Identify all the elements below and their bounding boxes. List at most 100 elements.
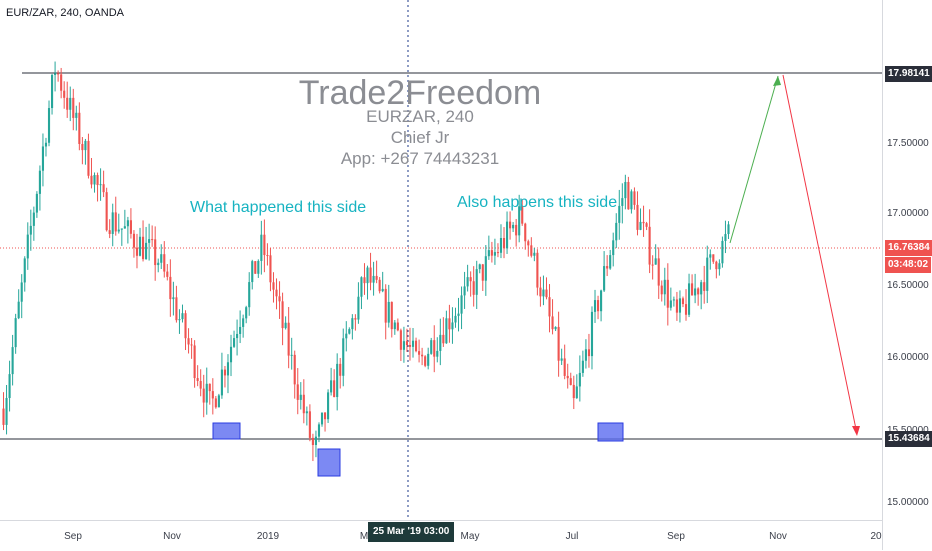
chart-pane[interactable]: EUR/ZAR, 240, OANDA Trade2Freedom EURZAR… [0,0,882,520]
candle-body [32,212,35,226]
candle-body [102,184,105,193]
candle-body [384,288,387,323]
price-axis[interactable]: 17.50000 17.00000 16.50000 16.00000 15.5… [882,0,932,550]
candle-body [229,346,233,363]
candle-body [496,252,500,254]
candle-body [593,300,597,312]
candle-body [493,252,496,256]
candle-body [236,333,239,339]
candle-body [533,252,536,256]
candle-body [111,212,114,234]
candle-body [505,221,509,249]
candle-body [575,386,578,399]
candle-body [166,271,169,277]
candle-body [687,283,691,315]
candle-body [2,408,5,425]
highlight-box-1[interactable] [212,422,241,440]
candle-body [190,344,193,346]
candle-body [57,73,60,75]
highlight-box-3[interactable] [597,422,624,442]
candle-body [172,297,175,300]
candle-body [284,322,287,329]
candle-body [624,181,627,199]
candle-body [684,304,688,315]
candle-body [636,204,639,230]
candle-body [248,282,251,308]
candle-body [302,394,305,414]
candle-body [54,73,57,75]
candle-body [41,146,45,171]
candle-body [293,354,296,385]
crosshair-time-label: 25 Mar '19 03:00 [368,522,455,542]
candle-body [554,326,557,330]
price-tick: 15.50000 [887,425,929,436]
candle-body [669,300,672,308]
candle-body [375,275,378,280]
candle-body [29,225,32,235]
projection-up-arrow[interactable] [729,75,779,244]
candle-body [314,436,318,446]
candle-body [654,258,657,265]
candle-body [678,298,682,313]
candle-body [487,250,490,257]
candle-body [521,206,524,224]
time-tick: Nov [769,531,787,542]
candle-body [490,250,493,256]
candle-body [205,383,208,403]
time-tick: Sep [667,531,685,542]
candlestick-chart[interactable] [0,0,882,520]
candle-body [226,362,230,376]
candle-body [484,256,487,281]
candle-body [66,97,69,110]
candle-body [651,264,654,266]
candle-body [587,349,591,357]
candle-body [563,358,566,376]
arrow-head-icon [852,426,860,436]
candle-body [666,279,669,308]
candle-body [472,281,475,295]
candle-body [402,341,405,350]
candle-body [557,326,560,361]
candle-body [363,277,366,284]
candle-body [290,354,293,356]
candle-body [515,224,518,236]
candle-body [90,175,93,185]
candle-body [578,372,581,387]
candle-body [548,297,551,317]
candle-body [451,322,454,330]
candle-body [148,239,151,243]
candle-body [108,230,111,234]
candle-body [427,353,430,366]
candle-body [512,224,515,229]
candle-body [251,261,254,283]
candle-body [396,322,399,331]
candle-body [99,184,102,186]
candle-body [433,340,436,357]
candle-body [606,266,609,269]
candle-body [8,374,11,399]
symbol-label[interactable]: EUR/ZAR, 240, OANDA [6,7,124,19]
candle-body [84,140,87,151]
annotation-left[interactable]: What happened this side [190,199,367,216]
candle-body [135,247,139,256]
candle-body [163,254,166,272]
candle-body [323,412,327,420]
watermark-line-3: App: +267 74443231 [340,149,500,168]
resistance-price-tag: 17.98141 [885,66,932,82]
candle-body [393,322,396,330]
candle-body [542,289,545,297]
highlight-box-2[interactable] [317,448,341,477]
candle-body [609,255,612,269]
candle-body [96,175,99,186]
candle-body [366,267,369,284]
projection-down-arrow[interactable] [782,74,858,435]
annotation-right[interactable]: Also happens this side [457,194,618,211]
candle-body [381,288,384,292]
candle-body [600,290,603,312]
candle-body [530,245,533,256]
candle-body [551,316,554,330]
candle-body [502,237,506,249]
candle-body [596,300,600,312]
candle-body [672,299,675,301]
candle-body [184,313,187,339]
